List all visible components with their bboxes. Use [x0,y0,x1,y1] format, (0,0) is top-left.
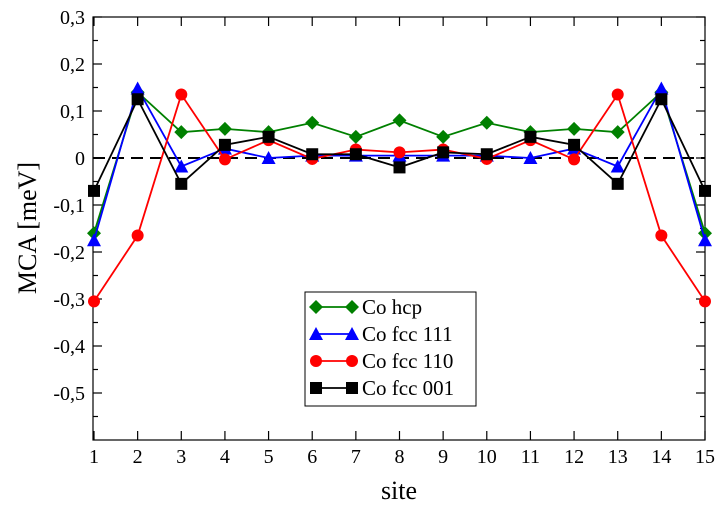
x-tick-label: 9 [438,446,448,468]
data-point-co-fcc-110 [568,153,581,166]
legend-marker [309,327,323,340]
data-point-co-fcc-111 [654,81,669,95]
x-tick-label: 11 [521,446,540,468]
data-point-co-fcc-001 [349,148,362,161]
data-point-co-fcc-110 [131,229,144,242]
legend-item-co-hcp: Co hcp [309,295,422,319]
x-tick-label: 10 [477,446,497,468]
series-group [87,81,712,308]
y-tick-label: -0,3 [53,289,85,311]
x-tick-label: 5 [264,446,274,468]
data-point-co-hcp [567,121,582,136]
legend-marker [310,382,322,394]
y-tick-label: -0,5 [53,383,85,405]
data-point-co-fcc-111 [523,151,538,164]
data-point-co-fcc-001 [131,93,144,106]
legend-item-co-fcc-001: Co fcc 001 [310,376,454,400]
x-tick-label: 7 [351,446,361,468]
x-tick-label: 14 [651,446,671,468]
legend-marker [346,382,358,394]
data-point-co-fcc-001 [306,148,319,161]
data-point-co-fcc-001 [393,161,406,174]
y-tick-label: -0,1 [53,195,85,217]
data-point-co-fcc-001 [699,184,711,197]
data-point-co-fcc-110 [699,295,711,308]
legend-marker [346,355,358,367]
data-point-co-fcc-001 [175,177,188,190]
x-tick-label: 8 [395,446,405,468]
data-point-co-fcc-111 [174,159,189,173]
data-point-co-fcc-001 [218,138,231,151]
data-point-co-fcc-110 [655,229,668,242]
legend-item-co-fcc-110: Co fcc 110 [310,349,453,373]
data-point-co-fcc-111 [261,151,276,164]
y-tick-label: 0,2 [60,54,85,76]
data-point-co-fcc-001 [437,146,450,159]
x-tick-label: 6 [307,446,317,468]
legend: Co hcp Co fcc 111 Co fcc 110 Co fcc 001 [304,291,477,407]
x-tick-label: 4 [220,446,230,468]
data-point-co-hcp [305,115,320,130]
legend-box [304,291,477,407]
y-tick-label: 0,1 [60,101,85,123]
data-point-co-hcp [174,125,189,140]
legend-marker [309,300,323,314]
data-point-co-fcc-110 [611,88,624,101]
y-tick-label: 0,3 [60,7,85,29]
y-axis-title: MCA [meV] [13,162,42,294]
x-tick-label: 3 [176,446,186,468]
data-point-co-fcc-110 [218,153,231,166]
series-co-fcc-001 [88,93,711,197]
data-point-co-fcc-001 [524,130,537,143]
x-tick-label: 1 [89,446,99,468]
legend-marker [310,355,322,367]
data-point-co-fcc-110 [175,88,188,101]
data-point-co-fcc-001 [88,184,100,197]
data-point-co-hcp [348,129,363,144]
data-point-co-fcc-111 [87,233,101,247]
legend-label: Co hcp [362,295,422,319]
y-tick-label: -0,2 [53,242,85,264]
data-point-co-hcp [610,125,625,140]
data-point-co-fcc-111 [610,159,625,173]
data-point-co-fcc-001 [611,177,624,190]
x-tick-label: 2 [133,446,143,468]
data-point-co-hcp [392,113,407,128]
data-point-co-fcc-001 [568,138,581,151]
x-axis-title: site [381,476,417,505]
data-point-co-fcc-001 [262,130,275,143]
legend-marker [345,327,359,340]
data-point-co-fcc-111 [130,81,145,95]
x-axis: 1 2 3 4 5 6 7 8 9 10 11 12 13 14 15 [89,17,715,468]
legend-label: Co fcc 001 [362,376,454,400]
data-point-co-hcp [479,115,494,130]
x-tick-label: 12 [564,446,584,468]
data-point-co-fcc-001 [655,93,668,106]
y-tick-label: 0 [75,148,85,170]
data-point-co-fcc-110 [88,295,100,308]
legend-item-co-fcc-111: Co fcc 111 [309,322,453,346]
series-line-co-fcc-001 [93,97,706,192]
legend-label: Co fcc 111 [362,322,453,346]
data-point-co-fcc-111 [698,233,712,247]
y-tick-label: -0,4 [53,336,85,358]
data-point-co-fcc-110 [393,146,406,159]
x-tick-label: 13 [608,446,628,468]
data-point-co-hcp [436,129,451,144]
data-point-co-hcp [217,121,232,136]
data-point-co-fcc-001 [480,148,493,161]
x-tick-label: 15 [695,446,715,468]
legend-marker [345,300,359,314]
legend-label: Co fcc 110 [362,349,453,373]
